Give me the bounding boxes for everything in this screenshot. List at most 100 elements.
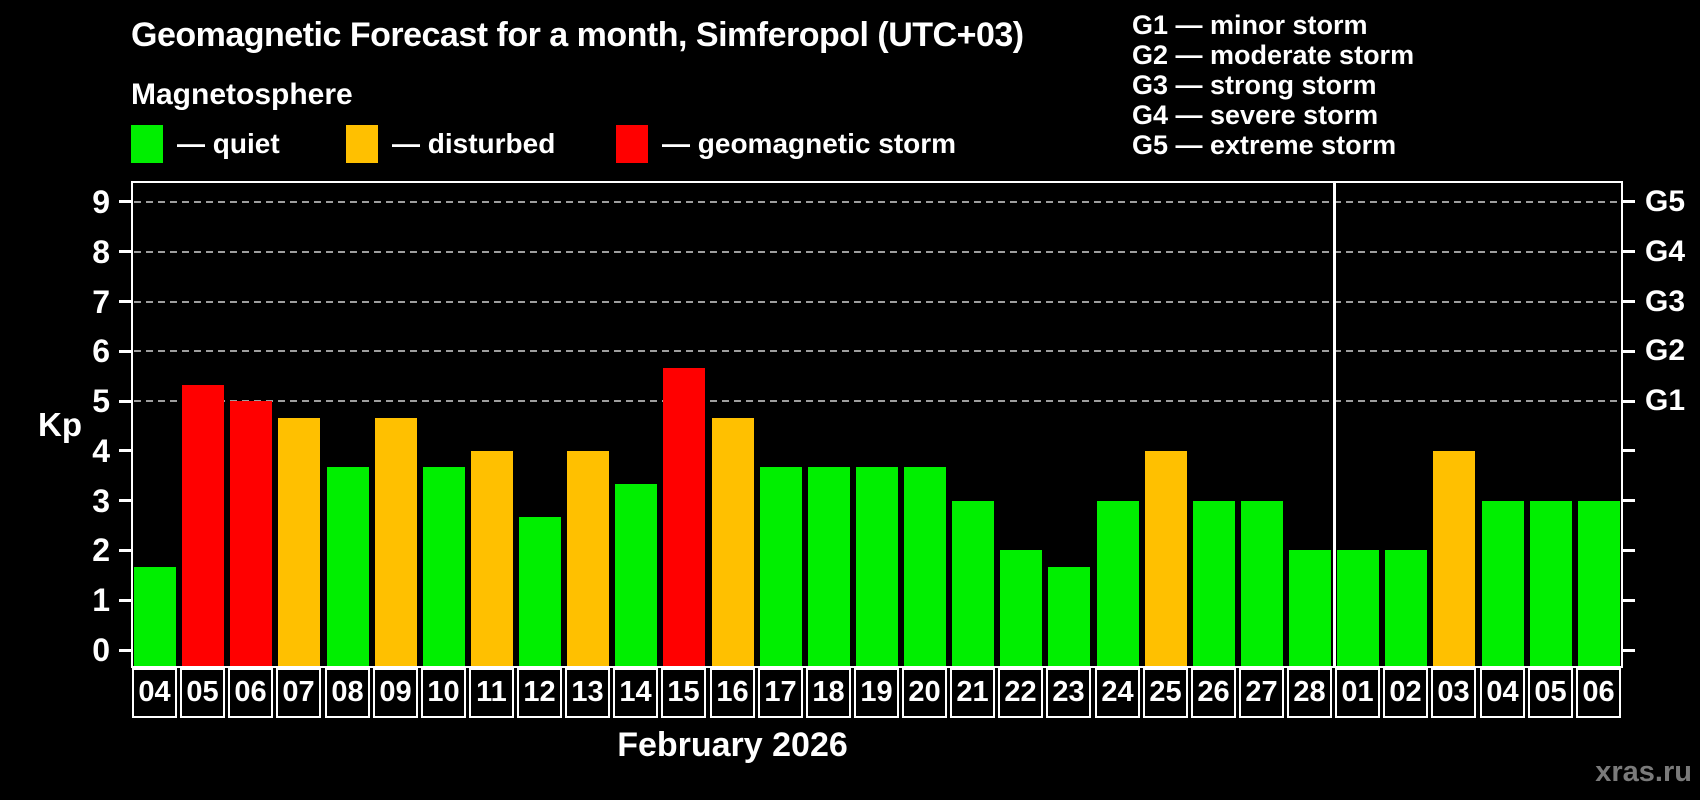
g-scale-legend: G1 — minor storm G2 — moderate storm G3 … [1132,10,1414,160]
date-label-26: 26 [1191,668,1236,718]
watermark: xras.ru [1595,756,1692,788]
date-label-25: 25 [1143,668,1188,718]
legend-item-storm: — geomagnetic storm [616,124,956,164]
date-label-28: 28 [1287,668,1332,718]
date-label-11: 11 [469,668,514,718]
bar-day-21 [952,501,994,666]
bar-day-23 [1048,567,1090,666]
date-label-04: 04 [132,668,177,718]
legend-item-disturbed: — disturbed [346,124,555,164]
y-tick-label: 1 [92,582,110,619]
g2-legend-line: G2 — moderate storm [1132,40,1415,70]
bar-day-05 [1530,501,1572,666]
date-label-07: 07 [276,668,321,718]
plot-area-border [131,181,1623,668]
g-axis-label-G4: G4 [1645,234,1686,268]
y-tick-right [1623,200,1635,204]
date-label-05: 05 [1528,668,1573,718]
date-label-02: 02 [1383,668,1428,718]
bar-day-27 [1241,501,1283,666]
y-tick-right [1623,449,1635,453]
y-tick-left [119,200,131,204]
bar-day-17 [760,467,802,666]
bar-day-22 [1000,550,1042,666]
date-label-10: 10 [421,668,466,718]
y-tick-right [1623,250,1635,254]
g-axis-label-G2: G2 [1645,334,1686,368]
date-label-08: 08 [325,668,370,718]
date-label-03: 03 [1431,668,1476,718]
storm-color-swatch [616,125,648,163]
y-tick-left [119,449,131,453]
bar-day-25 [1145,451,1187,666]
y-tick-label: 8 [92,233,110,270]
g5-legend-line: G5 — extreme storm [1132,130,1397,160]
date-label-18: 18 [806,668,851,718]
y-tick-left [119,399,131,403]
date-label-13: 13 [565,668,610,718]
y-tick-left [119,598,131,602]
bar-day-20 [904,467,946,666]
bar-day-08 [327,467,369,666]
date-label-04: 04 [1480,668,1525,718]
g-axis-label-G1: G1 [1645,384,1686,418]
date-label-06: 06 [228,668,273,718]
date-label-19: 19 [854,668,899,718]
date-label-09: 09 [373,668,418,718]
date-label-14: 14 [613,668,658,718]
bar-day-03 [1433,451,1475,666]
legend-label-storm: — geomagnetic storm [662,128,957,159]
date-label-17: 17 [758,668,803,718]
g1-legend-line: G1 — minor storm [1132,10,1368,40]
y-tick-label: 7 [92,283,110,320]
date-label-23: 23 [1046,668,1091,718]
date-label-05: 05 [180,668,225,718]
y-tick-label: 4 [92,432,110,469]
bar-day-15 [663,368,705,666]
bar-day-05 [182,385,224,666]
y-tick-left [119,648,131,652]
bar-day-14 [615,484,657,666]
bar-day-09 [375,418,417,666]
bar-day-11 [471,451,513,666]
bar-day-06 [1578,501,1620,666]
y-tick-label: 2 [92,532,110,569]
bar-day-04 [1482,501,1524,666]
date-label-21: 21 [950,668,995,718]
y-tick-right [1623,499,1635,503]
y-tick-left [119,349,131,353]
quiet-color-swatch [131,125,163,163]
g-axis-label-G5: G5 [1645,184,1686,218]
y-tick-left [119,548,131,552]
y-tick-left [119,300,131,304]
y-tick-label: 0 [92,632,110,668]
date-label-01: 01 [1335,668,1380,718]
date-label-15: 15 [661,668,706,718]
g4-legend-line: G4 — severe storm [1132,100,1379,130]
date-label-06: 06 [1576,668,1621,718]
y-tick-right [1623,300,1635,304]
date-label-24: 24 [1095,668,1140,718]
date-label-22: 22 [998,668,1043,718]
y-tick-right [1623,399,1635,403]
disturbed-color-swatch [346,125,378,163]
bar-day-28 [1289,550,1331,666]
bar-day-01 [1337,550,1379,666]
y-tick-right [1623,349,1635,353]
y-tick-right [1623,648,1635,652]
gridline-G1 [134,400,1620,403]
legend-label-disturbed: — disturbed [392,128,556,159]
legend-item-quiet: — quiet [131,124,280,164]
gridline-G3 [134,300,1620,303]
legend-label-quiet: — quiet [177,128,280,159]
bar-day-06 [230,401,272,666]
y-tick-left [119,499,131,503]
bar-day-26 [1193,501,1235,666]
bar-day-10 [423,467,465,666]
y-tick-label: 5 [92,383,110,420]
g-axis-label-G3: G3 [1645,284,1686,318]
gridline-G4 [134,250,1620,253]
g3-legend-line: G3 — strong storm [1132,70,1377,100]
y-tick-right [1623,548,1635,552]
